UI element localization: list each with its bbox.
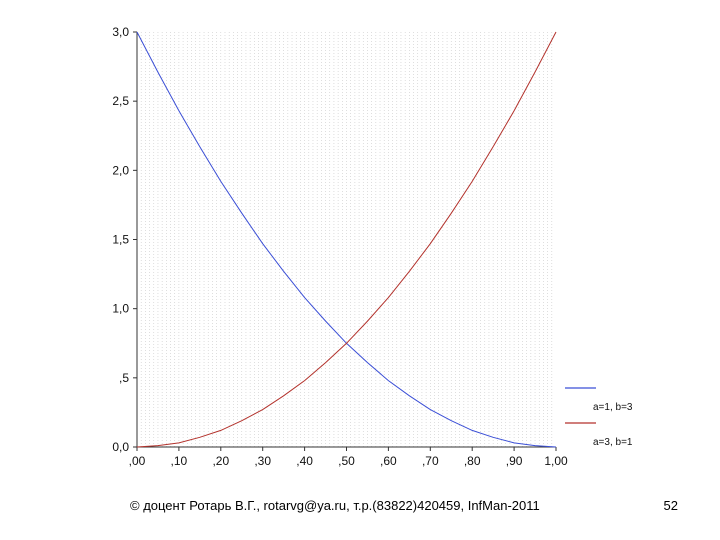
x-tick-label: ,00 xyxy=(129,454,146,468)
y-tick-label: 3,0 xyxy=(112,25,129,39)
x-tick-label: 1,00 xyxy=(544,454,568,468)
x-tick-label: ,40 xyxy=(296,454,313,468)
x-tick-label: ,80 xyxy=(464,454,481,468)
y-tick-label: 2,5 xyxy=(112,94,129,108)
chart: 0,0 ,5 1,0 1,5 2,0 2,5 3,0 ,00 ,10 ,20 ,30 ,40 ,50,… xyxy=(112,25,633,468)
y-tick-label: 1,0 xyxy=(112,302,129,316)
y-tick-label: 2,0 xyxy=(112,163,129,177)
x-tick-label: ,70 xyxy=(422,454,439,468)
footer-text: © доцент Ротарь В.Г., rotarvg@ya.ru, т.р… xyxy=(130,498,540,513)
y-tick-label: 0,0 xyxy=(112,440,129,454)
legend: a=1, b=3 a=3, b=1 xyxy=(565,387,633,448)
x-tick-label: ,20 xyxy=(212,454,229,468)
legend-label: a=3, b=1 xyxy=(593,437,633,448)
x-tick-label: ,10 xyxy=(171,454,188,468)
y-tick-label: ,5 xyxy=(119,371,129,385)
y-tick-label: 1,5 xyxy=(112,233,129,247)
x-tick-label: ,50 xyxy=(338,454,355,468)
grid xyxy=(140,32,553,447)
x-tick-label: ,30 xyxy=(254,454,271,468)
legend-label: a=1, b=3 xyxy=(593,402,633,413)
x-tick-label: ,60 xyxy=(380,454,397,468)
x-tick-label: ,90 xyxy=(506,454,523,468)
x-tick-labels: ,00 ,10 ,20 ,30 ,40 ,50 ,60 ,70 ,80 ,90 1,00 xyxy=(129,454,568,468)
page-number: 52 xyxy=(663,498,678,513)
y-tick-labels: 0,0 ,5 1,0 1,5 2,0 2,5 3,0 xyxy=(112,25,129,454)
series-line-2 xyxy=(136,31,557,448)
axes xyxy=(133,31,557,451)
series-lines xyxy=(136,31,557,448)
footer: © доцент Ротарь В.Г., rotarvg@ya.ru, т.р… xyxy=(0,488,720,528)
